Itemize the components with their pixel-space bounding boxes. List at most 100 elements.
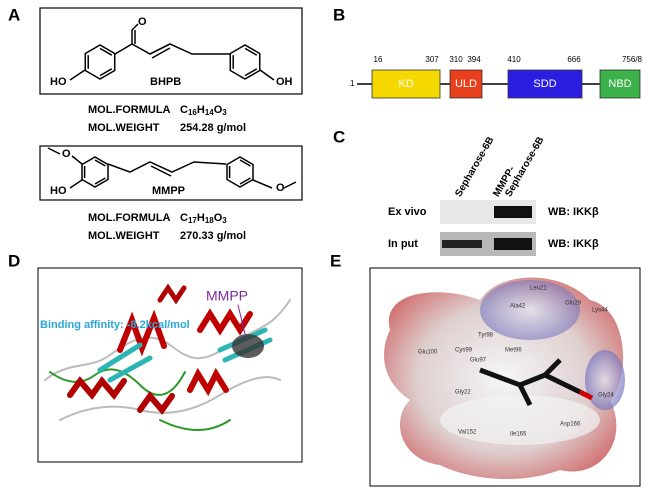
structure-box [39,145,303,201]
bond [69,179,83,189]
property-label: MOL.WEIGHT [88,230,160,242]
atom: O [62,148,71,160]
formula-part: 3 [222,216,227,225]
double-bond [244,68,258,77]
weight: 254.28 g/mol [180,122,246,134]
atom: HO [50,76,67,88]
ring [84,44,116,80]
ligand-label: MMPP [206,288,248,304]
domain-name: KD [398,78,413,90]
formula-part: 17 [188,216,197,225]
formula-part: O [214,104,223,116]
residue-label: Gly22 [455,390,471,396]
formula-part: O [214,212,223,224]
residue-number: 310 [449,55,463,64]
residue-label: Asp166 [560,422,581,428]
band [494,238,532,250]
residue-label: Glu29 [565,301,582,307]
residue-number: 410 [507,55,521,64]
domain [449,69,483,99]
bond [71,155,83,165]
formula-part: 16 [188,108,197,117]
double-bond [99,47,113,56]
formula-part: C [180,212,188,224]
double-bond [239,159,251,167]
double-bond [94,159,106,167]
residue-number: 394 [467,55,481,64]
residue-number: 1 [350,79,355,88]
residue-number: 16 [374,55,383,64]
bond [150,165,172,177]
bond [259,69,275,81]
bond [283,181,297,189]
bond [107,161,227,173]
formula-part: 3 [222,108,227,117]
band [442,240,482,248]
bond [69,69,86,81]
formula-part: C [180,104,188,116]
atom: HO [50,185,67,197]
residue-label: Glu97 [470,358,487,364]
molecule-drawing [47,23,297,189]
panel-label: E [330,251,341,270]
panel-label: A [8,5,20,24]
domain [507,69,583,99]
residue-label: Glu100 [418,350,438,356]
panel-label: B [333,5,345,24]
probe-label: WB: IKKβ [548,238,599,250]
domain-name: ULD [455,78,477,90]
domain [599,69,641,99]
residue-number: 756/8 [622,55,643,64]
formula-part: 14 [205,108,214,117]
protein-ribbon [44,283,291,431]
double-bond [244,47,258,56]
formula: C16H14O3 [180,104,227,117]
residue-label: Lys44 [592,308,608,314]
residue-label: Ala42 [510,304,526,310]
property-label: MOL.FORMULA [88,104,171,116]
binding-surface [384,277,625,480]
formula-part: H [197,212,205,224]
row-label: Ex vivo [388,206,427,218]
compound-name: BHPB [150,76,181,88]
residue-label: Gly24 [598,393,614,399]
residue-label: Val152 [458,430,477,436]
bond [114,43,230,55]
formula-part: 18 [205,216,214,225]
domain [371,69,441,99]
panel-label: C [333,127,345,146]
panel-label: D [8,251,20,270]
ring [226,156,254,188]
structure-box [39,7,303,95]
property-label: MOL.FORMULA [88,212,171,224]
atom: O [138,16,147,28]
residue-label: Cys99 [455,348,473,354]
ring [229,44,261,80]
band [494,206,532,218]
weight: 270.33 g/mol [180,230,246,242]
affinity-label: Binding affinity: -8.2kcal/mol [40,319,190,331]
residue-number: 666 [567,55,581,64]
residue-number: 307 [425,55,439,64]
lane-label: Sepharose-6B [453,135,496,199]
residue-label: Met96 [505,348,522,354]
residue-label: Tyr98 [478,333,494,339]
formula-part: H [197,104,205,116]
residue-label: Leu21 [530,286,547,292]
domain-name: NBD [608,78,631,90]
bond [252,179,273,189]
residue-label: Ile165 [510,432,527,438]
property-label: MOL.WEIGHT [88,122,160,134]
atom: O [276,182,285,194]
double-bond [239,177,251,185]
probe-label: WB: IKKβ [548,206,599,218]
bond [131,23,139,44]
row-label: In put [388,238,418,250]
double-bond [94,177,106,185]
bond [47,147,61,155]
atom: OH [276,76,293,88]
ring [81,156,109,188]
bond [149,43,171,55]
formula: C17H18O3 [180,212,227,225]
